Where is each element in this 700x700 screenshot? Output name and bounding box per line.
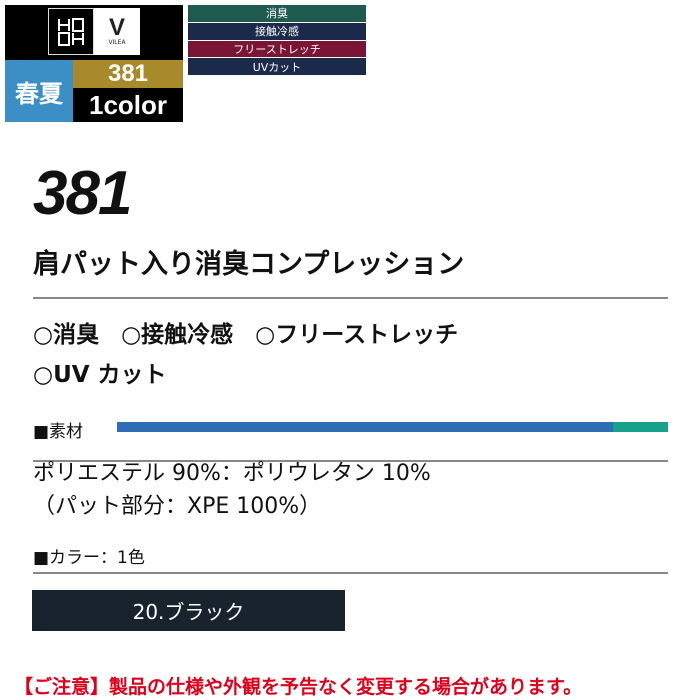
feature: ○消臭 <box>33 322 100 348</box>
product-number-badge: 381 <box>73 60 183 88</box>
material-composition-bar <box>117 422 668 432</box>
vilea-logo: V VILEA <box>94 8 140 55</box>
polyester-segment <box>117 422 613 432</box>
color-swatch-black: 20.ブラック <box>32 590 345 631</box>
divider <box>33 297 668 299</box>
color-label: ■カラー：1色 <box>33 548 145 568</box>
tag-stretch: フリーストレッチ <box>188 40 366 58</box>
features-row-2: ○UV カット <box>33 355 189 389</box>
notice: 【ご注意】製品の仕様や外観を予告なく変更する場合があります。 <box>14 676 583 698</box>
material-label: ■素材 <box>33 422 84 442</box>
season-badge: 春夏 <box>5 60 73 122</box>
polyurethane-segment <box>612 422 668 432</box>
feature: ○UV カット <box>33 362 167 388</box>
feature: ○接触冷感 <box>121 322 234 348</box>
tag-cool-touch: 接触冷感 <box>188 22 366 40</box>
feature-tags: 消臭 接触冷感 フリーストレッチ UVカット <box>188 5 366 75</box>
material-line-2: （パット部分：XPE 100%） <box>33 494 322 519</box>
features-row-1: ○消臭 ○接触冷感 ○フリーストレッチ <box>33 315 480 349</box>
divider <box>33 460 668 462</box>
tag-uv-cut: UVカット <box>188 58 366 75</box>
product-name: 肩パット入り消臭コンプレッション <box>33 249 465 280</box>
tag-deodorant: 消臭 <box>188 5 366 22</box>
material-line-1: ポリエステル 90%：ポリウレタン 10% <box>33 461 431 486</box>
hdh-logo <box>48 8 94 55</box>
product-number: 381 <box>33 159 132 228</box>
feature: ○フリーストレッチ <box>255 322 459 348</box>
color-count-badge: 1color <box>73 88 183 122</box>
divider <box>33 572 668 574</box>
